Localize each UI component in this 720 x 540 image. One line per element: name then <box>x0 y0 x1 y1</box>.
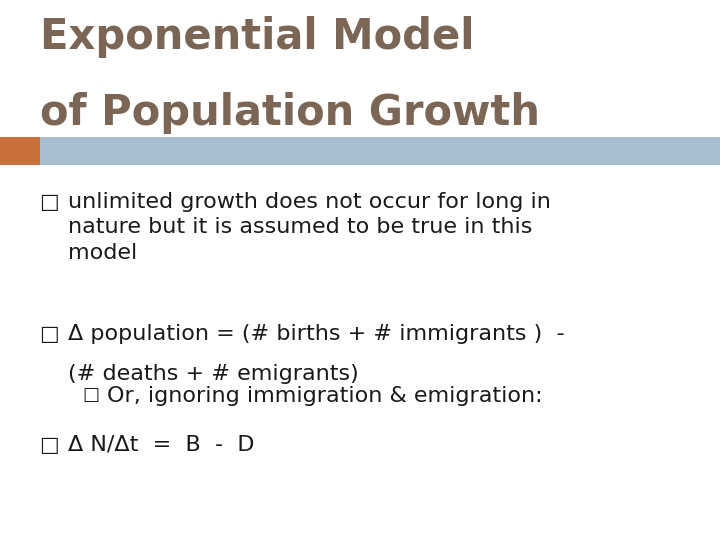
Text: □: □ <box>40 324 59 344</box>
Text: unlimited growth does not occur for long in
nature but it is assumed to be true : unlimited growth does not occur for long… <box>68 192 552 263</box>
Text: of Population Growth: of Population Growth <box>40 92 539 134</box>
Text: (# deaths + # emigrants): (# deaths + # emigrants) <box>68 364 359 384</box>
Text: □: □ <box>40 192 59 212</box>
Text: □: □ <box>40 435 59 455</box>
Text: Δ N/Δt  =  B  -  D: Δ N/Δt = B - D <box>68 435 255 455</box>
Text: Exponential Model: Exponential Model <box>40 16 474 58</box>
Text: Or, ignoring immigration & emigration:: Or, ignoring immigration & emigration: <box>107 386 542 406</box>
Text: □: □ <box>83 386 100 404</box>
Text: Δ population = (# births + # immigrants )  -: Δ population = (# births + # immigrants … <box>68 324 565 344</box>
